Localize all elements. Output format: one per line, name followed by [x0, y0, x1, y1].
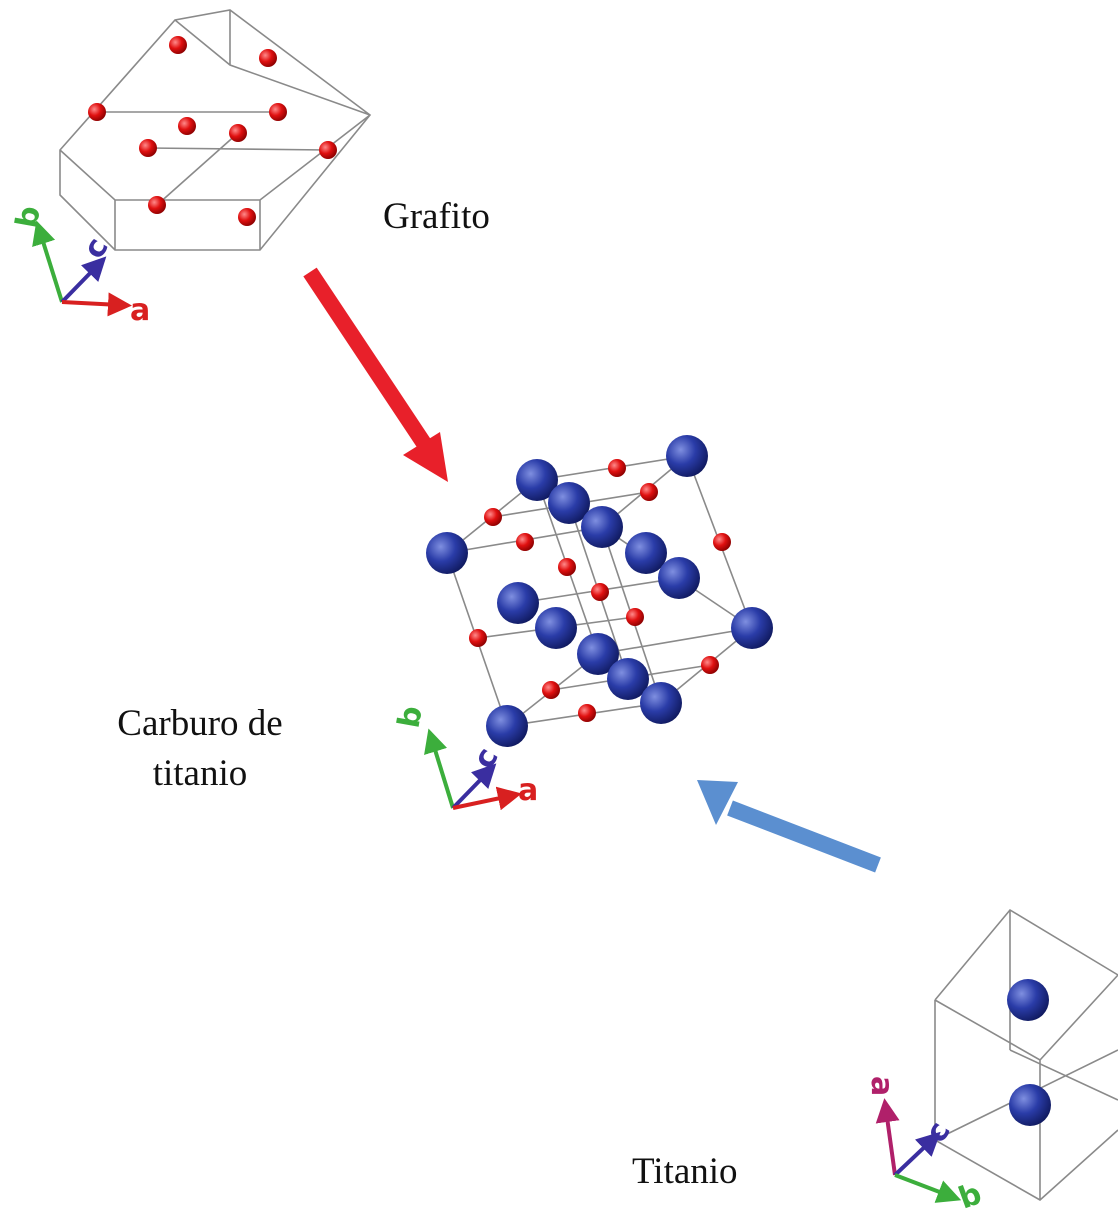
page: {"nodes": [ {"label": "Grafito", "axes":…	[0, 0, 1118, 1214]
axis-label: c	[77, 232, 116, 265]
axes-triad: a c b	[864, 1076, 986, 1214]
axis-label: c	[919, 1116, 958, 1149]
node-label: Grafito	[383, 196, 490, 237]
arrow	[310, 272, 448, 482]
axis-label: c	[467, 742, 506, 775]
axis-label: a	[864, 1076, 899, 1096]
axis-label: b	[954, 1176, 986, 1214]
axis-label: a	[518, 773, 538, 808]
node-label: Carburo de	[117, 703, 282, 744]
node-label: titanio	[153, 753, 248, 794]
axis-label: a	[130, 293, 150, 328]
axis-label: b	[10, 203, 48, 230]
ti-structure: a c b	[864, 910, 1118, 1214]
diagram: b c a Grafito b	[0, 0, 1118, 1214]
node-label: Titanio	[632, 1151, 738, 1192]
tic-structure: b c a	[392, 435, 773, 808]
axes-triad: b c a	[10, 203, 151, 328]
axis-label: b	[392, 703, 430, 730]
arrow	[697, 780, 878, 865]
